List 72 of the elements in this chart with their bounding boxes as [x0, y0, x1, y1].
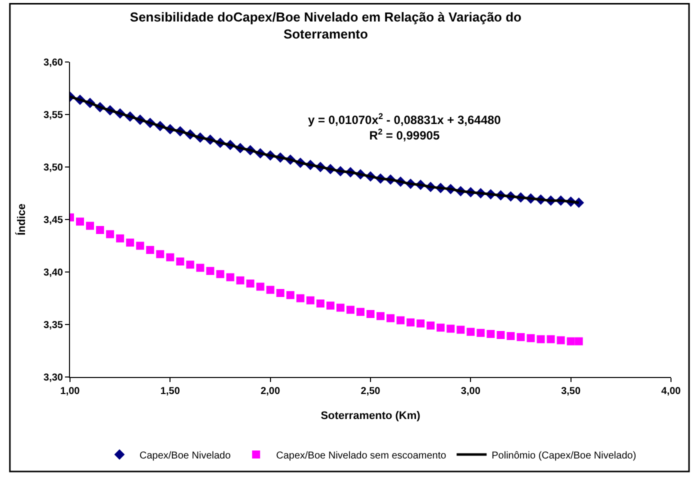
x-tick-label: 1,50 [160, 386, 180, 397]
point [476, 328, 485, 337]
y-tick-label: 3,40 [44, 268, 64, 278]
point [146, 246, 154, 254]
legend-label: Capex/Boe Nivelado [140, 450, 232, 462]
point [276, 289, 284, 297]
point [546, 335, 555, 344]
x-tick-label: 3,50 [561, 386, 581, 397]
point [126, 238, 134, 247]
point [446, 324, 455, 333]
point [196, 264, 204, 272]
y-tick-label: 3,50 [44, 162, 64, 174]
point [266, 286, 274, 294]
point [226, 273, 234, 282]
point [336, 304, 344, 312]
point [376, 312, 385, 320]
point [406, 318, 415, 326]
point [506, 332, 515, 340]
point [286, 291, 294, 300]
point [296, 294, 304, 302]
point [156, 250, 164, 258]
x-tick-label: 1,00 [60, 386, 80, 397]
point [176, 258, 184, 266]
point [574, 337, 583, 346]
point [256, 282, 264, 291]
point [96, 226, 104, 234]
point [416, 319, 425, 328]
point [136, 242, 144, 250]
point [346, 306, 354, 314]
point [106, 230, 114, 238]
legend-label: Capex/Boe Nivelado sem escoamento [276, 450, 447, 462]
point [386, 314, 395, 322]
annotation: y = 0,01070x$^{2}$ - 0,08831x + 3,64480 R$^{2}$ = 0,99905 [308, 111, 502, 143]
point [166, 253, 174, 262]
point [496, 331, 505, 339]
y-axis-title: Índice [15, 204, 28, 236]
x-tick-label: 3,00 [460, 386, 481, 397]
point [306, 296, 314, 304]
x-axis-title: Soterramento (Km) [320, 410, 421, 422]
point [86, 222, 94, 230]
legend-label: Polinômio (Capex/Boe Nivelado) [492, 450, 636, 462]
y-tick-label: 3,35 [44, 320, 64, 331]
point [536, 335, 545, 344]
x-tick-label: 4,00 [661, 386, 682, 397]
x-tick-label: 2,00 [260, 386, 280, 397]
point [396, 316, 405, 324]
point [516, 333, 525, 342]
y-tick-label: 3,30 [44, 372, 64, 384]
x-tick-label: 2,50 [360, 386, 381, 397]
y-tick-label: 3,60 [44, 58, 64, 68]
point [466, 328, 475, 336]
point [486, 330, 495, 338]
point [76, 218, 84, 226]
point [356, 308, 364, 316]
point [206, 266, 214, 275]
point [236, 276, 244, 284]
point [526, 334, 535, 342]
point [366, 310, 374, 318]
point [566, 337, 575, 346]
chart-title: Sensibilidade doCapex/Boe Nivelado em Relação à Variação do Soterramento [130, 10, 522, 42]
point [436, 324, 445, 332]
point [456, 326, 465, 334]
point [216, 270, 224, 278]
point [246, 280, 254, 288]
y-tick-label: 3,55 [44, 110, 64, 121]
point [556, 336, 565, 344]
y-tick-label: 3,45 [44, 215, 64, 226]
point [316, 300, 324, 308]
point [326, 302, 334, 310]
point [186, 260, 194, 269]
point [426, 322, 435, 330]
point [116, 234, 124, 242]
